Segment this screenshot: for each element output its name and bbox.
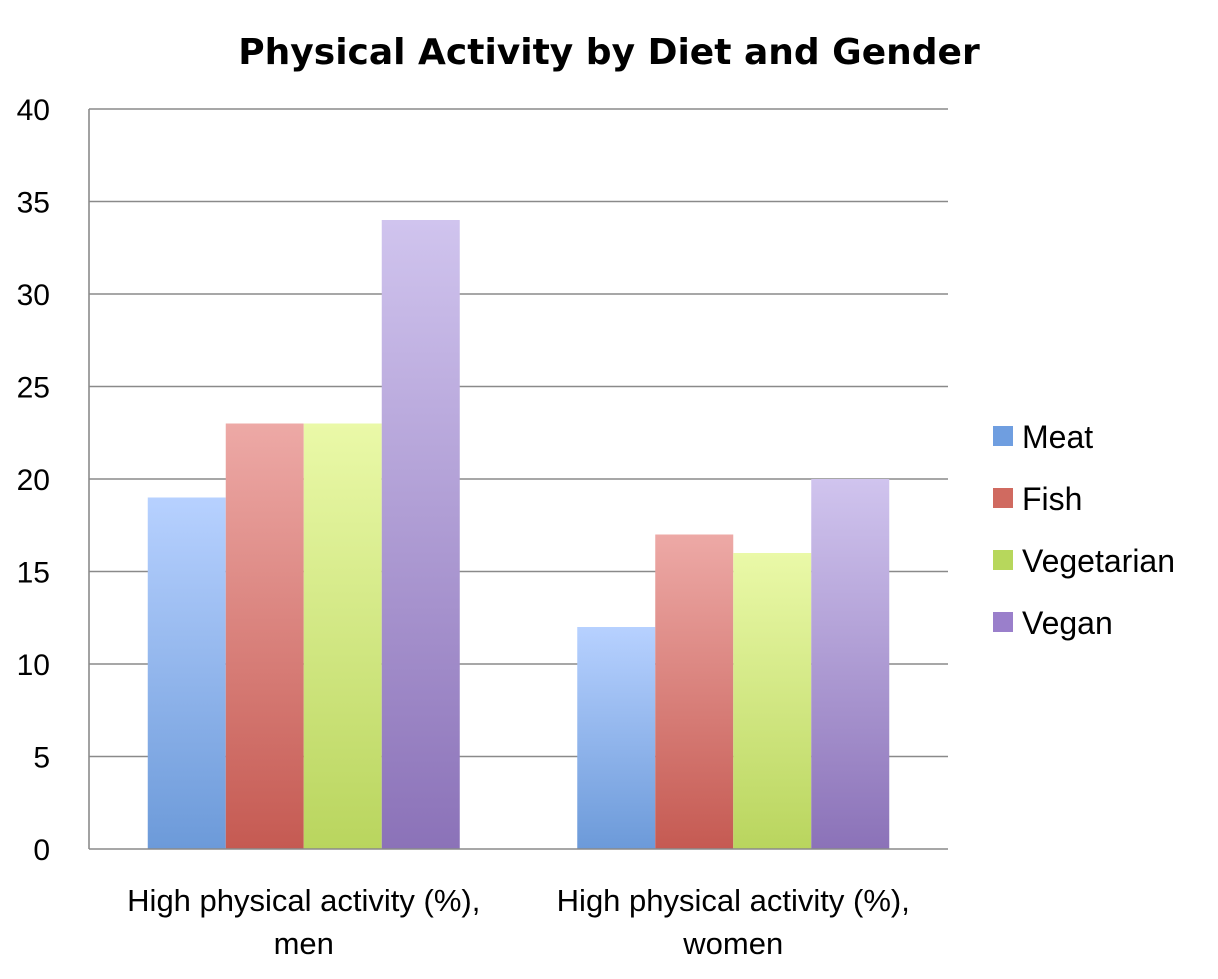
y-axis-ticks: 0 5 10 15 20 25 30 35 40 [17,94,50,867]
y-tick-label: 10 [17,649,50,682]
y-tick-label: 25 [17,372,50,405]
x-axis-categories: High physical activity (%), men High physi… [127,883,910,961]
y-tick-label: 30 [17,279,50,312]
axes [88,109,948,850]
chart-title: Physical Activity by Diet and Gender [238,32,980,73]
legend-swatch-vegetarian [993,550,1013,570]
y-tick-label: 35 [17,187,50,220]
bar-vegetarian-0 [303,423,382,849]
x-category-label: men [274,926,334,961]
x-category-label: High physical activity (%), [557,883,910,918]
x-category-label: women [682,926,783,961]
legend-label-vegetarian: Vegetarian [1022,543,1175,579]
legend-label-fish: Fish [1022,481,1082,517]
legend: Meat Fish Vegetarian Vegan [993,419,1175,641]
y-tick-label: 15 [17,557,50,590]
bar-fish-0 [225,423,304,849]
legend-swatch-meat [993,426,1013,446]
y-tick-label: 5 [33,742,50,775]
bar-fish-1 [655,534,734,849]
bar-vegan-1 [811,479,890,849]
y-tick-label: 20 [17,464,50,497]
legend-swatch-fish [993,488,1013,508]
y-tick-label: 0 [33,834,50,867]
bar-vegan-0 [381,220,460,849]
legend-swatch-vegan [993,612,1013,632]
bars [147,220,890,849]
legend-label-vegan: Vegan [1022,605,1113,641]
bar-meat-1 [577,627,656,849]
y-tick-label: 40 [17,94,50,127]
bar-meat-0 [147,497,226,849]
legend-label-meat: Meat [1022,419,1093,455]
x-category-label: High physical activity (%), [127,883,480,918]
bar-vegetarian-1 [733,553,812,849]
